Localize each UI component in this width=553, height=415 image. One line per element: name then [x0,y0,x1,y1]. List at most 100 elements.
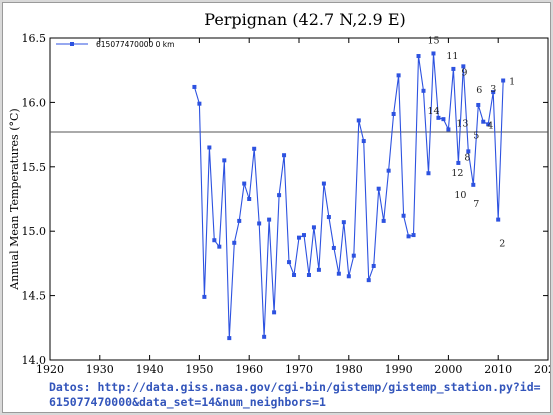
data-point [311,225,316,230]
y-tick-label: 14.5 [22,290,47,303]
rank-annotation: 15 [427,35,439,46]
data-point [461,64,466,69]
data-point [197,101,202,106]
data-point [351,253,356,258]
data-point [401,213,406,218]
x-tick-label: 1950 [185,363,213,376]
data-point [421,88,426,93]
rank-annotation: 1 [509,77,515,88]
data-point [316,267,321,272]
data-point [301,233,306,238]
rank-annotation: 9 [461,67,467,78]
rank-annotation: 14 [427,106,439,117]
data-point [242,181,247,186]
y-tick-label: 15.5 [22,161,47,174]
rank-annotation: 3 [490,84,496,95]
y-axis-label: Annual Mean Temperatures (°C) [8,108,21,290]
data-point [431,51,436,56]
data-point [306,272,311,277]
data-point [406,234,411,239]
y-tick-label: 15.0 [22,225,47,238]
data-point [366,278,371,283]
data-point [326,215,331,220]
data-point [466,149,471,154]
data-point [341,220,346,225]
rank-annotation: 5 [473,130,479,141]
y-tick-label: 14.0 [22,354,47,367]
data-point [451,66,456,71]
data-point [267,217,272,222]
data-point [426,171,431,176]
x-tick-label: 1980 [335,363,363,376]
data-point [277,193,282,198]
data-point [346,274,351,279]
data-point [391,111,396,116]
data-point [376,186,381,191]
x-tick-label: 1940 [136,363,164,376]
data-point [486,122,491,127]
data-point [471,182,476,187]
data-point [207,145,212,150]
rank-annotation: 6 [476,85,482,96]
data-point [217,244,222,249]
rank-annotation: 7 [473,199,479,210]
data-point [491,90,496,95]
data-point [361,139,366,144]
x-tick-label: 1930 [86,363,114,376]
chart-title: Perpignan (42.7 N,2.9 E) [204,10,405,29]
data-point [446,127,451,132]
data-point [232,240,237,245]
data-point [237,218,242,223]
source-note-line-1: Datos: http://data.giss.nasa.gov/cgi-bin… [49,380,541,394]
data-point [292,272,297,277]
data-point [227,336,232,341]
x-tick-label: 2010 [484,363,512,376]
x-tick-label: 1990 [385,363,413,376]
legend-marker [70,42,74,46]
data-point [272,310,277,315]
rank-annotation: 10 [454,190,466,201]
data-point [476,102,481,107]
x-tick-label: 2000 [434,363,462,376]
x-tick-label: 1970 [285,363,313,376]
data-point [381,218,386,223]
data-point [371,263,376,268]
data-point [247,197,252,201]
data-point [501,78,506,83]
rank-annotation: 4 [487,120,493,131]
legend-label: 615077470000 0 km [96,40,174,49]
data-point [416,54,421,59]
data-point [336,271,341,276]
x-tick-label: 1920 [36,363,64,376]
temperature-chart: Perpignan (42.7 N,2.9 E) Annual Mean Temp… [8,10,550,376]
data-point [496,217,501,222]
rank-annotation: 12 [451,168,463,179]
data-point [192,84,197,89]
data-point [396,73,401,78]
data-point [287,260,292,265]
data-point [262,334,267,339]
source-note-line-2: 615077470000&data_set=14&num_neighbors=1 [49,395,326,409]
data-point [441,117,446,122]
x-tick-label: 2020 [534,363,550,376]
data-point [212,238,217,243]
data-point [411,233,416,238]
data-point [356,118,361,123]
data-point [481,119,486,124]
data-point [386,168,391,173]
x-tick-label: 1960 [235,363,263,376]
data-point [282,153,287,158]
data-point [456,160,461,165]
y-tick-label: 16.5 [22,32,47,45]
data-point [436,115,441,120]
rank-annotation: 8 [464,152,470,163]
data-point [331,245,336,250]
data-point [202,294,207,299]
data-point [321,181,326,186]
data-point [222,158,227,163]
rank-annotation: 2 [499,239,505,250]
y-tick-label: 16.0 [22,96,47,109]
data-point [257,221,262,226]
data-point [297,235,301,240]
